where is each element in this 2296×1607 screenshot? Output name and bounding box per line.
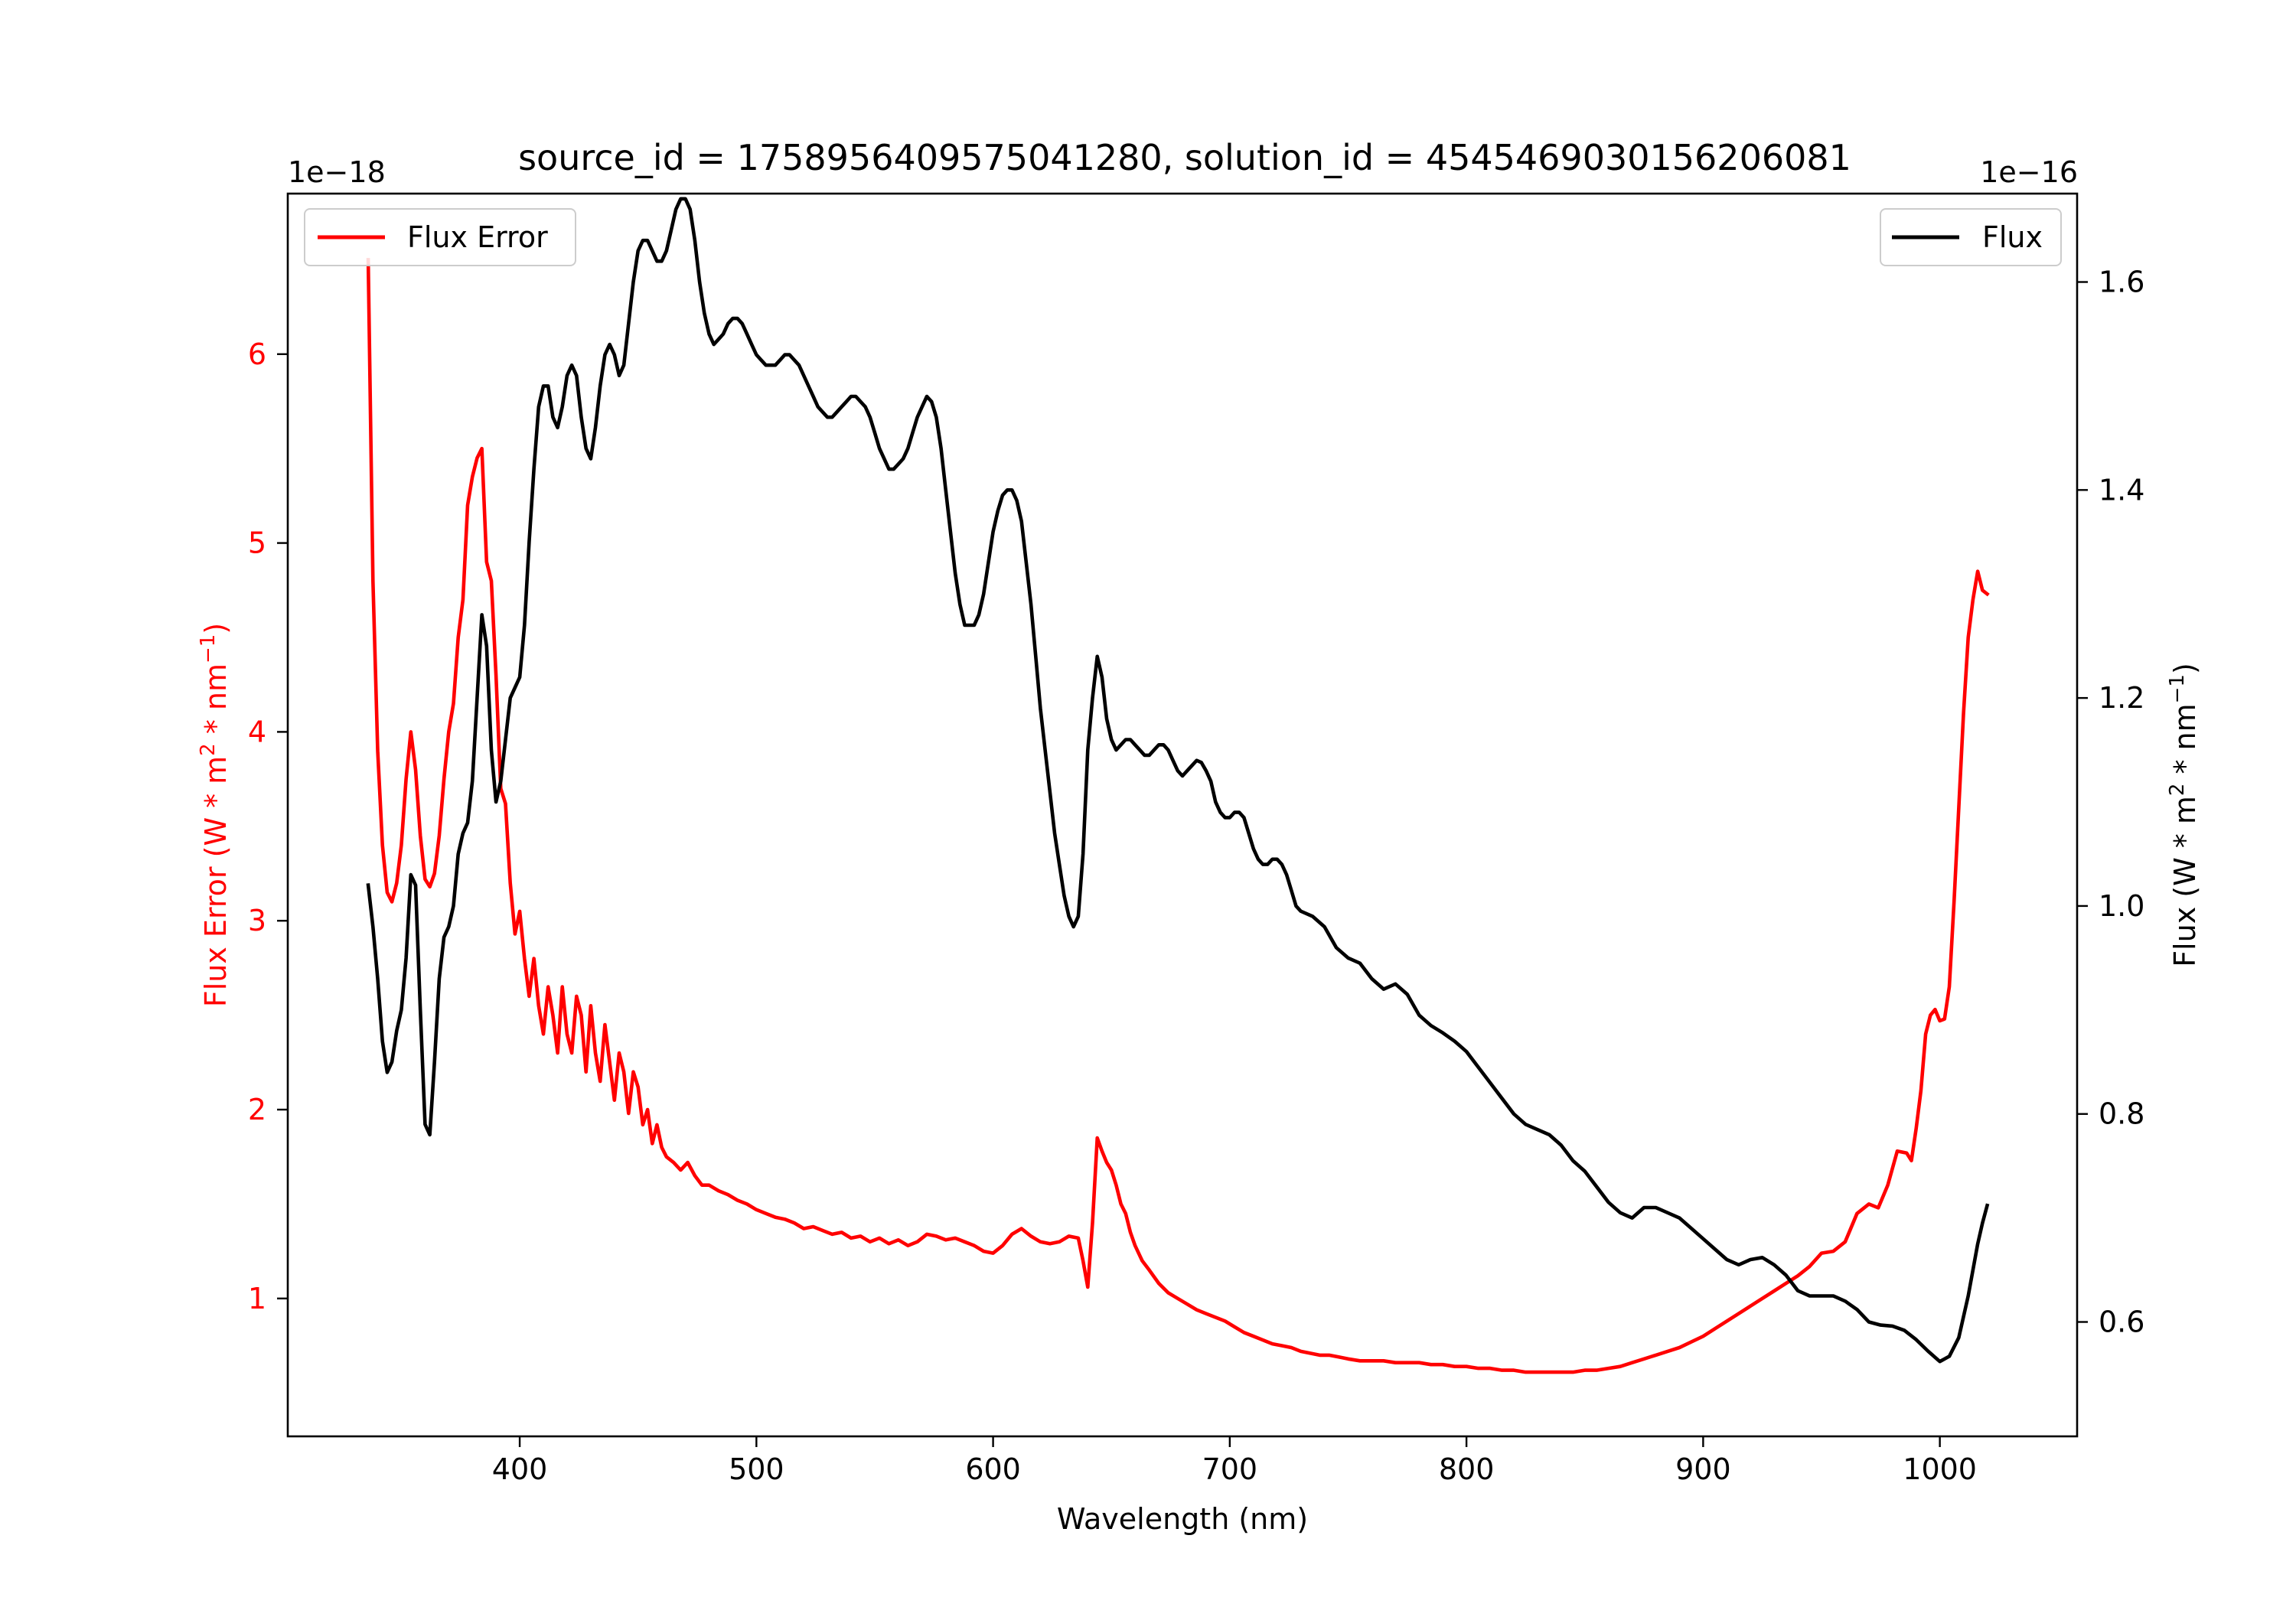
chart-title: source_id = 1758956409575041280, solutio… — [518, 137, 1851, 178]
left-y-axis: 1 2 3 4 5 6 — [248, 337, 288, 1315]
legend-flux-error: Flux Error — [304, 208, 576, 266]
plot-frame — [286, 192, 2079, 1438]
legend-box-right — [1880, 208, 2062, 266]
left-tick-label: 1 — [248, 1282, 266, 1315]
right-tick-label: 0.6 — [2099, 1305, 2144, 1339]
x-axis-label: Wavelength (nm) — [1057, 1502, 1308, 1536]
right-tick-label: 1.6 — [2099, 266, 2144, 299]
series-line-flux — [366, 197, 1990, 1364]
left-y-axis-label: Flux Error (W * m2 * nm−1) — [197, 623, 233, 1007]
x-tick-label: 700 — [1202, 1452, 1258, 1486]
x-tick-label: 1000 — [1903, 1452, 1977, 1486]
x-axis: 400 500 600 700 800 900 1000 — [492, 1436, 1977, 1486]
series-line-flux-error — [366, 258, 1990, 1374]
legend-box-left — [304, 208, 576, 266]
right-y-axis: 0.6 0.8 1.0 1.2 1.4 1.6 — [2077, 266, 2144, 1339]
left-tick-label: 2 — [248, 1093, 266, 1126]
series-layer — [366, 197, 1990, 1374]
legend-label-flux-error: Flux Error — [407, 220, 548, 254]
right-tick-label: 1.4 — [2099, 473, 2144, 507]
left-tick-label: 4 — [248, 715, 266, 748]
x-tick-label: 900 — [1675, 1452, 1731, 1486]
right-axis-offset-text: 1e−16 — [1980, 155, 2078, 189]
x-tick-label: 500 — [729, 1452, 784, 1486]
right-tick-label: 1.0 — [2099, 889, 2144, 923]
left-axis-offset-text: 1e−18 — [288, 155, 386, 189]
left-tick-label: 3 — [248, 904, 266, 937]
x-tick-label: 400 — [492, 1452, 548, 1486]
right-tick-label: 0.8 — [2099, 1097, 2144, 1131]
legend-flux: Flux — [1880, 208, 2062, 266]
legend-label-flux: Flux — [1982, 220, 2043, 254]
left-tick-label: 6 — [248, 337, 266, 371]
right-tick-label: 1.2 — [2099, 681, 2144, 715]
right-y-axis-label: Flux (W * m2 * nm−1) — [2166, 663, 2202, 967]
left-tick-label: 5 — [248, 526, 266, 560]
x-tick-label: 800 — [1439, 1452, 1495, 1486]
x-tick-label: 600 — [965, 1452, 1021, 1486]
